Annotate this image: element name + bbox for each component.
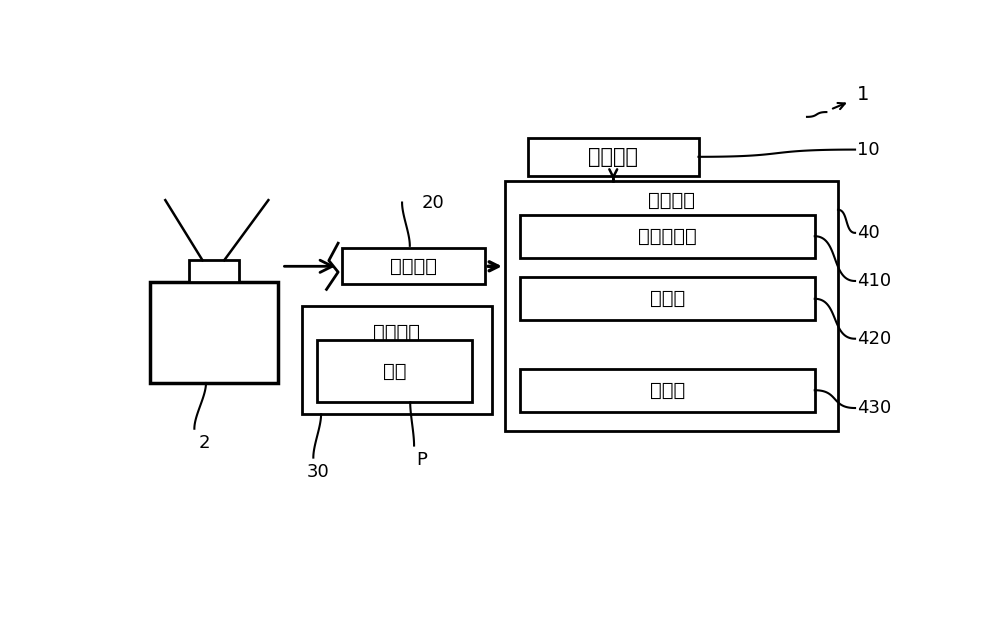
FancyBboxPatch shape	[302, 306, 492, 414]
Text: 取得部: 取得部	[650, 289, 685, 308]
FancyBboxPatch shape	[520, 277, 815, 321]
Text: 410: 410	[857, 272, 892, 290]
Text: 处理装置: 处理装置	[648, 191, 695, 209]
Text: 30: 30	[307, 463, 330, 481]
Text: P: P	[416, 451, 427, 469]
FancyBboxPatch shape	[342, 248, 485, 284]
Text: 确定部: 确定部	[650, 381, 685, 400]
FancyBboxPatch shape	[317, 340, 472, 402]
FancyBboxPatch shape	[150, 282, 278, 383]
Text: 1: 1	[857, 85, 869, 104]
Text: 40: 40	[857, 224, 880, 242]
Text: 显示控制部: 显示控制部	[638, 227, 697, 246]
Text: 程序: 程序	[383, 361, 406, 381]
Text: 20: 20	[421, 194, 444, 211]
FancyBboxPatch shape	[189, 260, 239, 282]
Text: 触摸面板: 触摸面板	[588, 147, 638, 167]
Text: 2: 2	[198, 434, 210, 452]
Text: 通信装置: 通信装置	[390, 257, 437, 276]
FancyBboxPatch shape	[505, 181, 838, 431]
Text: 430: 430	[857, 399, 892, 417]
Text: 存储装置: 存储装置	[373, 323, 420, 342]
FancyBboxPatch shape	[528, 138, 698, 176]
Text: 420: 420	[857, 330, 892, 348]
FancyBboxPatch shape	[520, 369, 815, 412]
FancyBboxPatch shape	[520, 214, 815, 258]
Text: 10: 10	[857, 141, 880, 159]
